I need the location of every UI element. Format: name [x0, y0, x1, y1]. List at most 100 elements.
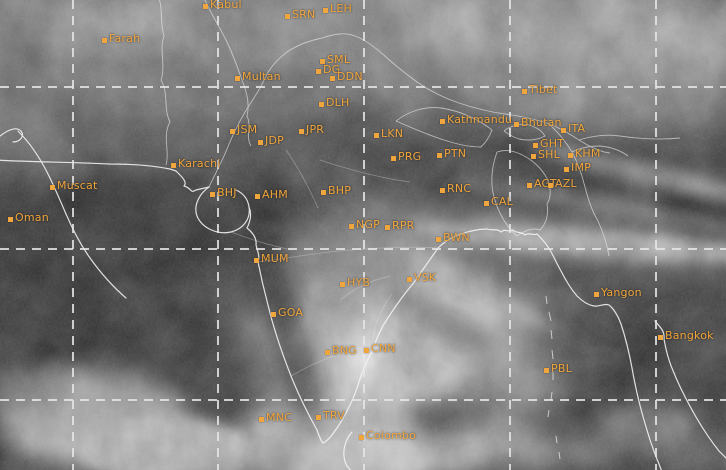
city-label-colombo: Colombo [359, 429, 416, 442]
city-marker-icon [321, 190, 326, 195]
city-marker-icon [285, 14, 290, 19]
city-marker-icon [407, 277, 412, 282]
city-label-ngp: NGP [349, 218, 380, 231]
city-marker-icon [349, 224, 354, 229]
city-label-trv: TRV [316, 409, 345, 422]
city-name: IMP [571, 161, 591, 174]
city-label-mum: MUM [254, 252, 289, 265]
city-name: AZL [555, 177, 577, 190]
city-name: AHM [262, 188, 288, 201]
city-label-azl: AZL [548, 177, 577, 190]
city-label-pbl: PBL [544, 362, 572, 375]
city-name: BHJ [217, 186, 237, 199]
city-name: PTN [444, 147, 467, 160]
city-name: BNG [332, 344, 357, 357]
city-marker-icon [210, 192, 215, 197]
city-marker-icon [514, 122, 519, 127]
city-label-bhutan: Bhutan [514, 116, 562, 129]
city-label-sml: SML [320, 53, 350, 66]
city-name: SHL [538, 148, 560, 161]
city-marker-icon [440, 188, 445, 193]
city-marker-icon [316, 415, 321, 420]
city-name: SRN [292, 8, 316, 21]
city-marker-icon [568, 153, 573, 158]
city-marker-icon [330, 76, 335, 81]
city-label-mnc: MNC [259, 411, 292, 424]
city-label-cnn: CNN [364, 342, 396, 355]
city-name: TRV [323, 409, 345, 422]
city-label-dlh: DLH [319, 96, 349, 109]
city-marker-icon [436, 237, 441, 242]
city-marker-icon [340, 282, 345, 287]
city-label-jsm: JSM [230, 123, 257, 136]
city-marker-icon [319, 102, 324, 107]
city-label-cal: CAL [484, 195, 513, 208]
city-marker-icon [437, 153, 442, 158]
city-name: MUM [261, 252, 289, 265]
city-name: JSM [237, 123, 258, 136]
city-name: VSK [414, 271, 437, 284]
city-marker-icon [271, 312, 276, 317]
city-label-farah: Farah [102, 32, 140, 45]
city-marker-icon [658, 335, 663, 340]
city-marker-icon [544, 368, 549, 373]
gridline-horizontal-0 [0, 86, 726, 88]
city-label-ptn: PTN [437, 147, 466, 160]
city-marker-icon [564, 167, 569, 172]
city-marker-icon [533, 143, 538, 148]
city-label-shl: SHL [531, 148, 560, 161]
gridline-vertical-3 [509, 0, 511, 470]
city-marker-icon [258, 140, 263, 145]
city-marker-icon [259, 417, 264, 422]
city-label-bangkok: Bangkok [658, 329, 714, 342]
city-marker-icon [255, 194, 260, 199]
city-name: JPR [306, 123, 325, 136]
city-label-bhp: BHP [321, 184, 351, 197]
city-marker-icon [299, 129, 304, 134]
city-marker-icon [527, 183, 532, 188]
city-label-goa: GOA [271, 306, 303, 319]
city-name: Bhutan [521, 116, 562, 129]
city-label-kabul: Kabul [203, 0, 242, 11]
city-name: Farah [109, 32, 141, 45]
city-label-rnc: RNC [440, 182, 471, 195]
city-name: MNC [266, 411, 292, 424]
city-name: Oman [15, 211, 49, 224]
gridline-vertical-0 [72, 0, 74, 470]
city-name: SML [327, 53, 351, 66]
city-name: Karachi [178, 157, 221, 170]
city-marker-icon [594, 292, 599, 297]
city-label-vsk: VSK [407, 271, 436, 284]
city-name: DLH [326, 96, 350, 109]
city-name: Kabul [210, 0, 242, 11]
city-marker-icon [323, 8, 328, 13]
city-label-jpr: JPR [299, 123, 324, 136]
city-label-bng: BNG [325, 344, 357, 357]
gridline-horizontal-2 [0, 399, 726, 401]
city-label-multan: Multan [235, 70, 281, 83]
city-marker-icon [235, 76, 240, 81]
city-name: KHM [575, 147, 601, 160]
city-name: JDP [265, 134, 284, 147]
coastlines [0, 128, 726, 470]
city-marker-icon [203, 4, 208, 9]
city-label-khm: KHM [568, 147, 601, 160]
city-label-oman: Oman [8, 211, 49, 224]
city-label-leh: LEH [323, 2, 352, 15]
city-name: Kathmandu [447, 113, 513, 126]
city-marker-icon [548, 183, 553, 188]
gridline-vertical-1 [217, 0, 219, 470]
city-label-ddn: DDN [330, 70, 363, 83]
city-marker-icon [364, 348, 369, 353]
gridline-vertical-2 [363, 0, 365, 470]
city-marker-icon [316, 69, 321, 74]
city-label-ita: ITA [561, 122, 585, 135]
city-label-jdp: JDP [258, 134, 284, 147]
city-name: GOA [278, 306, 304, 319]
city-name: CAL [491, 195, 513, 208]
country-borders [159, 0, 681, 257]
city-name: BHP [328, 184, 352, 197]
city-marker-icon [484, 201, 489, 206]
city-marker-icon [8, 217, 13, 222]
city-marker-icon [230, 129, 235, 134]
